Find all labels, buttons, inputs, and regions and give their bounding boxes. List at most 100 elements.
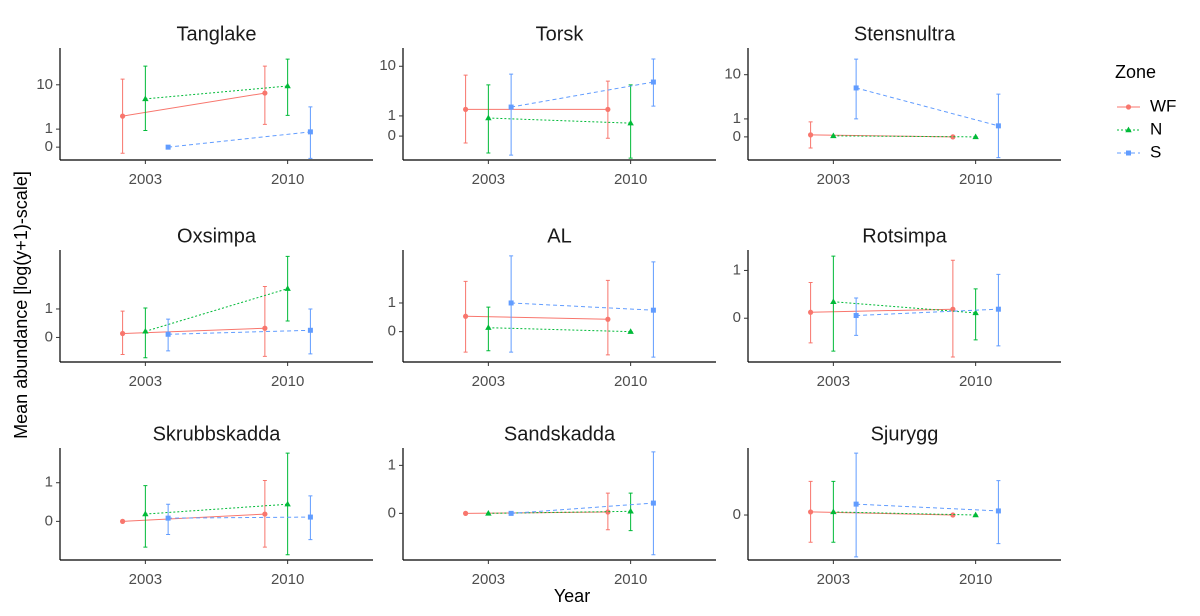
- x-tick-label: 2010: [271, 171, 304, 188]
- series-line: [168, 131, 311, 148]
- y-tick-label: 1: [733, 110, 741, 127]
- x-tick-label: 2003: [472, 571, 505, 588]
- data-point: [808, 132, 814, 138]
- data-point: [605, 106, 611, 113]
- data-point: [120, 113, 126, 119]
- series-line: [511, 81, 654, 108]
- x-tick-label: 2003: [817, 373, 850, 390]
- series-line: [465, 315, 608, 320]
- data-point: [972, 309, 979, 316]
- error-bar: [143, 485, 148, 548]
- x-axis-label: Year: [554, 586, 590, 606]
- data-point: [142, 510, 149, 517]
- y-tick-label: 0: [388, 504, 396, 521]
- data-point: [120, 518, 126, 524]
- data-point: [485, 324, 492, 330]
- data-point: [284, 285, 291, 291]
- x-tick-label: 2010: [959, 171, 992, 188]
- error-bar: [262, 286, 267, 357]
- data-point: [627, 119, 634, 126]
- x-tick-label: 2003: [129, 171, 162, 188]
- series-line: [145, 288, 288, 332]
- y-tick-label: 1: [733, 261, 741, 278]
- data-point: [995, 508, 1001, 514]
- data-point: [262, 511, 268, 517]
- x-tick-label: 2003: [472, 373, 505, 390]
- data-point: [508, 510, 514, 516]
- series-line: [122, 92, 265, 117]
- legend-label: N: [1150, 119, 1162, 138]
- data-point: [165, 515, 171, 521]
- data-point: [650, 500, 656, 506]
- x-tick-label: 2010: [614, 171, 647, 188]
- y-tick-label: 1: [45, 474, 53, 491]
- data-point: [853, 501, 859, 507]
- data-point: [808, 309, 814, 315]
- data-point: [284, 82, 291, 89]
- series-line: [855, 87, 999, 127]
- legend-title: Zone: [1115, 62, 1156, 82]
- data-point: [284, 500, 291, 507]
- data-point: [142, 327, 149, 334]
- data-point: [262, 90, 268, 96]
- legend-label: WF: [1150, 96, 1176, 115]
- data-point: [262, 325, 268, 331]
- series-line: [856, 503, 999, 512]
- data-point: [853, 85, 859, 91]
- data-point: [165, 331, 171, 337]
- y-tick-label: 1: [388, 456, 396, 473]
- y-tick-label: 1: [45, 300, 53, 317]
- data-point: [972, 133, 979, 140]
- data-point: [950, 306, 956, 312]
- y-tick-label: 1: [388, 294, 396, 311]
- panel-title: Tanglake: [176, 23, 256, 45]
- data-point: [995, 123, 1001, 129]
- data-point: [165, 144, 171, 150]
- panel-title: Skrubbskadda: [153, 423, 282, 445]
- legend-key-marker: [1126, 150, 1131, 156]
- y-tick-label: 10: [36, 76, 53, 93]
- data-point: [463, 313, 469, 319]
- x-tick-label: 2010: [271, 373, 304, 390]
- y-tick-label: 0: [388, 127, 396, 144]
- x-tick-label: 2003: [817, 571, 850, 588]
- legend-label: S: [1150, 142, 1161, 161]
- data-point: [485, 509, 492, 516]
- data-point: [830, 132, 837, 139]
- data-point: [307, 327, 313, 333]
- legend-key-marker: [1125, 104, 1132, 110]
- data-point: [307, 129, 313, 135]
- x-tick-label: 2010: [959, 571, 992, 588]
- legend-key-marker: [1125, 126, 1132, 133]
- x-tick-label: 2010: [959, 373, 992, 390]
- y-tick-label: 0: [45, 138, 53, 155]
- data-point: [508, 104, 514, 110]
- data-point: [508, 300, 514, 306]
- x-tick-label: 2003: [129, 373, 162, 390]
- panel-title: Rotsimpa: [862, 225, 947, 247]
- x-tick-label: 2010: [614, 571, 647, 588]
- series-line: [122, 513, 265, 522]
- x-tick-label: 2010: [271, 571, 304, 588]
- data-point: [627, 507, 634, 514]
- data-point: [830, 298, 837, 304]
- series-line: [856, 308, 999, 317]
- data-point: [627, 328, 634, 334]
- y-tick-label: 10: [724, 66, 741, 83]
- data-point: [995, 306, 1001, 312]
- data-point: [972, 511, 979, 518]
- series-line: [511, 502, 654, 514]
- data-point: [605, 509, 611, 515]
- y-tick-label: 1: [388, 107, 396, 124]
- data-point: [120, 330, 126, 337]
- panel-title: Torsk: [536, 23, 585, 45]
- data-point: [830, 508, 837, 515]
- x-tick-label: 2003: [129, 571, 162, 588]
- data-point: [650, 307, 656, 313]
- y-tick-label: 0: [45, 328, 53, 345]
- data-point: [950, 134, 956, 140]
- y-axis-label: Mean abundance [log(y+1)-scale]: [11, 171, 31, 439]
- x-tick-label: 2010: [614, 373, 647, 390]
